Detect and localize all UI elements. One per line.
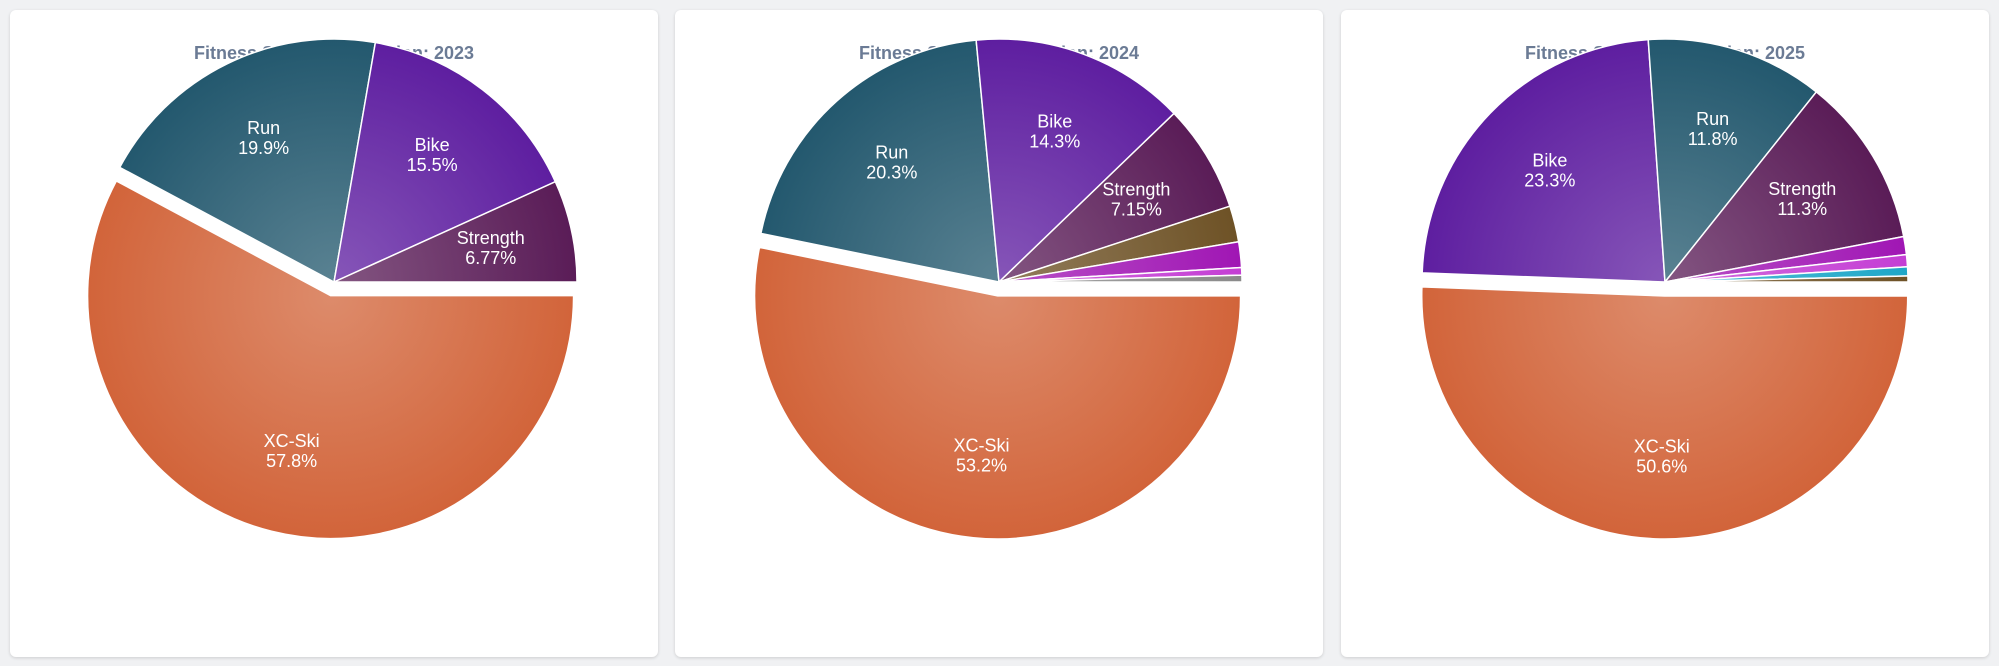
slice-percent-label: 7.15%	[1111, 199, 1162, 219]
slice-name-label: XC-Ski	[1634, 436, 1690, 456]
pie-slice-bike[interactable]	[975, 38, 1176, 284]
slice-percent-label: 53.2%	[956, 455, 1007, 475]
pie-slice-xc-ski[interactable]	[753, 246, 1242, 540]
pie-slice-run[interactable]	[760, 39, 1000, 283]
slice-name-label: Strength	[457, 228, 525, 248]
chart-card-2024: Fitness Summary Duration: 2024 1/1/2024 …	[675, 10, 1323, 657]
slice-percent-label: 11.3%	[1777, 199, 1827, 219]
slice-name-label: Strength	[1768, 179, 1836, 199]
pie-slice-bike[interactable]	[333, 41, 557, 284]
slice-percent-label: 6.77%	[465, 248, 516, 268]
slice-name-label: Bike	[1532, 150, 1567, 170]
pie-slice-run[interactable]	[118, 38, 377, 284]
slice-percent-label: 11.8%	[1688, 129, 1738, 149]
slice-name-label: Bike	[415, 135, 450, 155]
slice-name-label: Strength	[1102, 179, 1170, 199]
slice-name-label: XC-Ski	[264, 431, 320, 451]
slice-percent-label: 14.3%	[1029, 132, 1080, 152]
slice-percent-label: 20.3%	[866, 163, 917, 183]
pie-slice-run[interactable]	[1647, 38, 1818, 284]
slice-percent-label: 23.3%	[1524, 170, 1575, 190]
slice-percent-label: 15.5%	[407, 155, 458, 175]
slice-name-label: Run	[247, 118, 280, 138]
pie-slice-other-7[interactable]	[1664, 275, 1909, 283]
pie-slice-xc-ski[interactable]	[1421, 286, 1909, 540]
slice-name-label: Bike	[1037, 112, 1072, 132]
chart-card-2023: Fitness Summary Duration: 2023 1/1/2023 …	[10, 10, 658, 657]
pie-slice-xc-ski[interactable]	[86, 179, 575, 540]
slice-percent-label: 50.6%	[1636, 456, 1687, 476]
pie-slice-bike[interactable]	[1421, 38, 1666, 283]
slice-percent-label: 57.8%	[266, 451, 317, 471]
chart-card-2025: Fitness Summary Duration: 2025 This year…	[1341, 10, 1989, 657]
pie-slice-strength[interactable]	[1663, 90, 1905, 284]
slice-name-label: Run	[1696, 109, 1729, 129]
slice-name-label: XC-Ski	[953, 435, 1009, 455]
pie-slice-strength[interactable]	[333, 180, 578, 283]
slice-name-label: Run	[875, 143, 908, 163]
pie-slice-other-7[interactable]	[998, 274, 1243, 283]
pie-slice-strength[interactable]	[998, 112, 1231, 283]
slice-percent-label: 19.9%	[238, 138, 289, 158]
